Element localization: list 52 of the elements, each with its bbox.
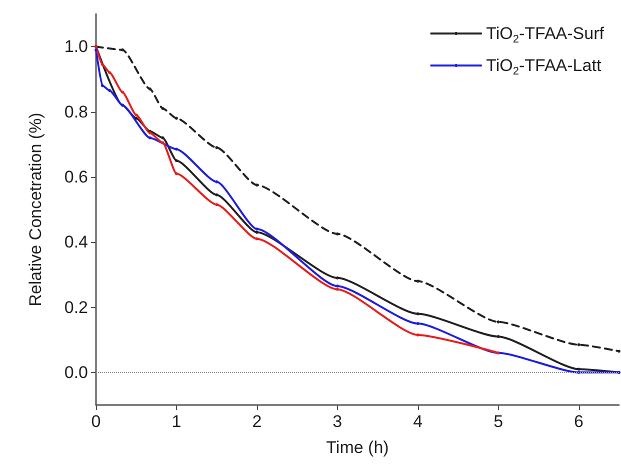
point: [121, 90, 124, 94]
y-tick-label: 0.2: [64, 298, 88, 317]
point: [134, 116, 138, 120]
point: [121, 48, 124, 52]
y-tick-label: 0.4: [64, 232, 88, 252]
x-tick-label: 0: [91, 412, 101, 431]
x-tick-label: 3: [332, 412, 342, 431]
point: [336, 232, 339, 236]
point: [255, 237, 258, 240]
point: [336, 276, 339, 280]
point: [161, 106, 164, 110]
y-tick-label: 0.6: [64, 167, 88, 186]
point: [496, 335, 500, 338]
point: [174, 172, 178, 176]
point: [618, 350, 620, 353]
point: [161, 136, 164, 140]
point: [100, 63, 104, 66]
point: [100, 84, 104, 88]
y-tick-label: 0.8: [64, 102, 88, 122]
point: [577, 343, 580, 346]
point: [174, 148, 178, 151]
y-axis-title: Relative Concetration (%): [26, 112, 45, 306]
x-tick-label: 1: [172, 412, 182, 431]
point: [174, 159, 178, 162]
x-tick-label: 6: [574, 412, 584, 431]
x-tick-label: 4: [413, 412, 423, 431]
point: [134, 114, 138, 117]
point: [161, 141, 164, 144]
point: [174, 116, 178, 120]
x-tick-label: 2: [252, 412, 262, 431]
y-tick-label: 0.0: [64, 362, 88, 382]
point: [336, 288, 339, 291]
point: [255, 228, 258, 231]
x-tick-label: 5: [494, 412, 504, 431]
point: [108, 71, 112, 74]
x-axis-title: Time (h): [326, 438, 389, 457]
point: [416, 280, 420, 283]
point: [148, 87, 152, 90]
y-tick-label: 1.0: [64, 37, 88, 56]
point: [255, 184, 258, 187]
point: [215, 193, 218, 196]
point: [94, 48, 98, 52]
point: [108, 89, 112, 92]
point: [577, 368, 580, 371]
point: [215, 180, 218, 184]
point: [215, 203, 218, 206]
point: [148, 136, 152, 140]
point: [496, 320, 500, 324]
point: [215, 146, 218, 150]
point: [255, 230, 258, 234]
point: [336, 284, 339, 288]
point: [416, 333, 420, 336]
